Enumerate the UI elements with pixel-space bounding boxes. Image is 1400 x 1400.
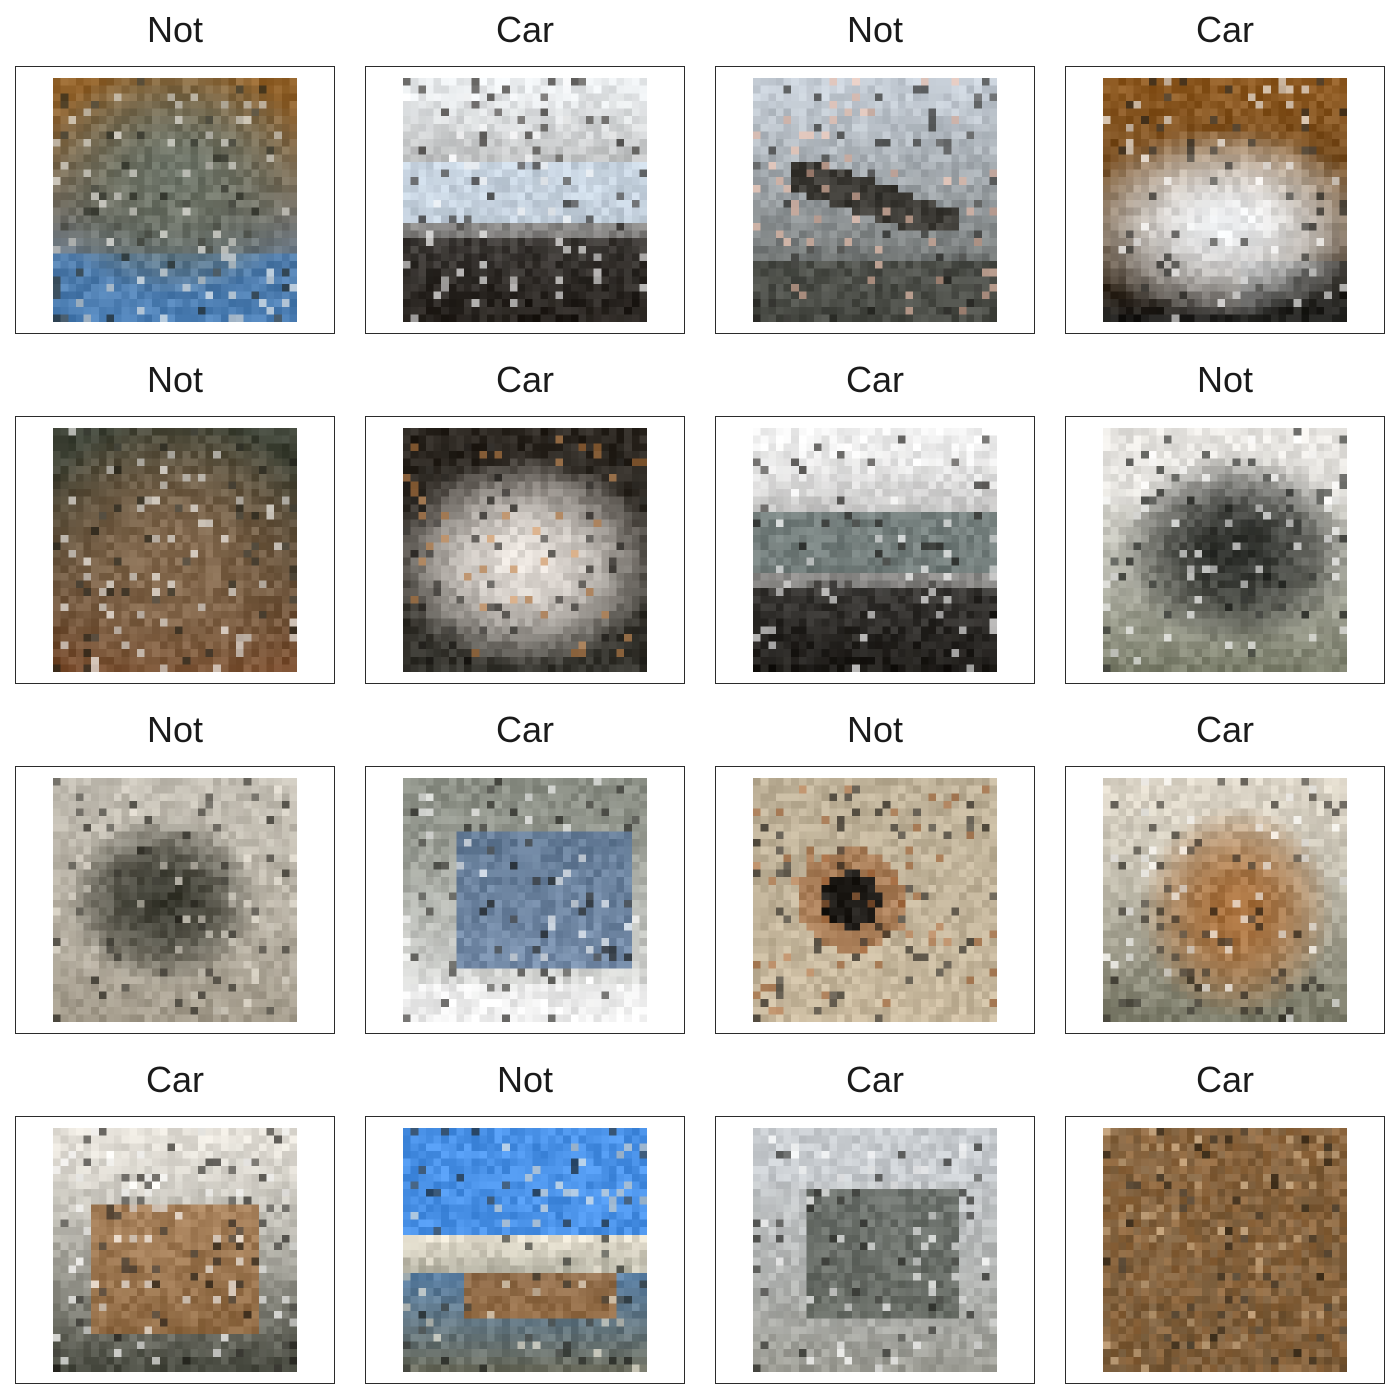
image-frame [15, 66, 335, 334]
grid-cell: Not [715, 0, 1035, 340]
image-frame [715, 66, 1035, 334]
thumbnail-image [753, 1128, 997, 1372]
cell-label: Car [495, 9, 554, 50]
grid-cell: Car [715, 1050, 1035, 1390]
thumbnail-image [1103, 778, 1347, 1022]
image-frame [365, 1116, 685, 1384]
cell-label: Not [146, 9, 204, 50]
grid-cell: Not [15, 700, 335, 1040]
cell-label: Car [1195, 709, 1254, 750]
cell-label: Not [1196, 359, 1254, 400]
cell-label: Car [1195, 1059, 1254, 1100]
image-frame [15, 766, 335, 1034]
cell-label: Not [146, 359, 204, 400]
cell-label: Car [845, 359, 904, 400]
grid-cell: Car [715, 350, 1035, 690]
thumbnail-image [753, 78, 997, 322]
thumbnail-image [1103, 1128, 1347, 1372]
cell-label: Not [846, 9, 904, 50]
image-frame [715, 416, 1035, 684]
thumbnail-image [1103, 78, 1347, 322]
thumbnail-image [403, 1128, 647, 1372]
grid-cell: Car [1065, 0, 1385, 340]
grid-cell: Car [365, 0, 685, 340]
cell-label: Car [145, 1059, 204, 1100]
cell-label: Not [846, 709, 904, 750]
image-frame [15, 416, 335, 684]
grid-cell: Not [715, 700, 1035, 1040]
image-frame [1065, 766, 1385, 1034]
cell-label: Car [845, 1059, 904, 1100]
cell-label: Car [1195, 9, 1254, 50]
grid-cell: Car [1065, 700, 1385, 1040]
grid-cell: Not [365, 1050, 685, 1390]
image-frame [1065, 416, 1385, 684]
grid-cell: Car [1065, 1050, 1385, 1390]
thumbnail-image [53, 1128, 297, 1372]
thumbnail-image [1103, 428, 1347, 672]
thumbnail-image [403, 778, 647, 1022]
thumbnail-image [753, 428, 997, 672]
thumbnail-image [53, 428, 297, 672]
image-frame [1065, 66, 1385, 334]
grid-cell: Car [15, 1050, 335, 1390]
image-frame [715, 1116, 1035, 1384]
grid-cell: Not [15, 350, 335, 690]
image-frame [365, 766, 685, 1034]
thumbnail-image [53, 78, 297, 322]
thumbnail-image [403, 78, 647, 322]
grid-cell: Car [365, 350, 685, 690]
cell-label: Not [146, 709, 204, 750]
image-frame [15, 1116, 335, 1384]
cell-label: Not [496, 1059, 554, 1100]
image-frame [715, 766, 1035, 1034]
cell-label: Car [495, 359, 554, 400]
image-frame [365, 416, 685, 684]
grid-cell: Car [365, 700, 685, 1040]
thumbnail-image [753, 778, 997, 1022]
grid-cell: Not [15, 0, 335, 340]
cell-label: Car [495, 709, 554, 750]
thumbnail-image [403, 428, 647, 672]
image-frame [365, 66, 685, 334]
thumbnail-image [53, 778, 297, 1022]
image-frame [1065, 1116, 1385, 1384]
grid-cell: Not [1065, 350, 1385, 690]
